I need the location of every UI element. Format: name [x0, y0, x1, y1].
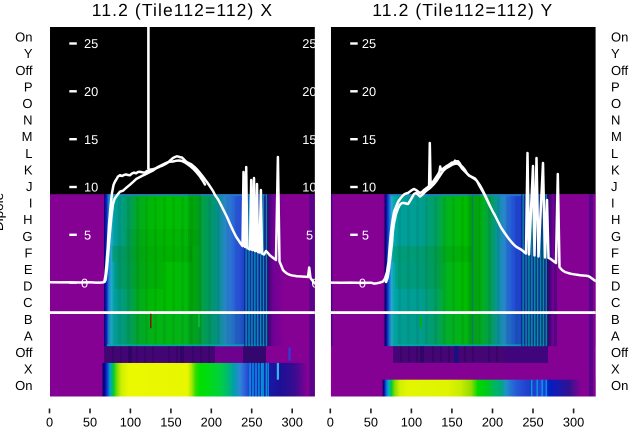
svg-text:C: C: [611, 295, 620, 310]
svg-text:0: 0: [81, 275, 88, 290]
svg-text:D: D: [611, 279, 620, 294]
svg-text:X: X: [24, 362, 33, 377]
svg-text:On: On: [15, 378, 32, 393]
svg-text:300: 300: [563, 415, 584, 430]
svg-text:200: 200: [201, 415, 222, 430]
svg-text:10: 10: [362, 180, 376, 195]
svg-text:5: 5: [84, 227, 91, 242]
svg-text:G: G: [611, 229, 621, 244]
svg-text:0: 0: [359, 275, 366, 290]
svg-text:10: 10: [302, 180, 316, 195]
svg-text:On: On: [611, 378, 628, 393]
svg-text:I: I: [611, 196, 615, 211]
svg-text:Off: Off: [611, 63, 628, 78]
svg-text:N: N: [23, 113, 32, 128]
svg-text:F: F: [611, 245, 619, 260]
svg-text:On: On: [15, 30, 32, 45]
svg-text:0: 0: [327, 415, 334, 430]
svg-text:15: 15: [302, 132, 316, 147]
svg-text:200: 200: [482, 415, 503, 430]
svg-text:Y: Y: [611, 46, 620, 61]
svg-text:D: D: [23, 279, 32, 294]
svg-text:0: 0: [312, 275, 319, 290]
svg-text:Off: Off: [15, 63, 32, 78]
svg-text:On: On: [611, 30, 628, 45]
svg-text:11.2 (Tile112=112) Y: 11.2 (Tile112=112) Y: [372, 0, 553, 20]
svg-text:P: P: [611, 79, 620, 94]
svg-text:K: K: [611, 162, 620, 177]
svg-text:15: 15: [84, 132, 98, 147]
svg-text:M: M: [22, 129, 33, 144]
svg-text:Y: Y: [24, 46, 33, 61]
svg-text:J: J: [611, 179, 618, 194]
svg-text:C: C: [23, 295, 32, 310]
svg-text:L: L: [25, 146, 32, 161]
svg-text:150: 150: [441, 415, 462, 430]
svg-text:100: 100: [120, 415, 141, 430]
svg-text:K: K: [24, 162, 33, 177]
svg-text:Off: Off: [611, 345, 628, 360]
svg-text:10: 10: [84, 180, 98, 195]
svg-text:E: E: [24, 262, 33, 277]
svg-text:G: G: [22, 229, 32, 244]
svg-text:O: O: [611, 96, 621, 111]
svg-text:50: 50: [364, 415, 378, 430]
svg-text:25: 25: [302, 36, 316, 51]
svg-text:50: 50: [83, 415, 97, 430]
svg-text:15: 15: [362, 132, 376, 147]
svg-text:H: H: [611, 212, 620, 227]
svg-text:25: 25: [84, 36, 98, 51]
svg-text:250: 250: [522, 415, 543, 430]
svg-text:300: 300: [282, 415, 303, 430]
svg-text:5: 5: [362, 227, 369, 242]
svg-text:A: A: [611, 328, 620, 343]
svg-text:F: F: [25, 245, 33, 260]
svg-text:B: B: [24, 312, 33, 327]
svg-text:I: I: [29, 196, 33, 211]
svg-text:L: L: [611, 146, 618, 161]
svg-text:N: N: [611, 113, 620, 128]
svg-text:O: O: [22, 96, 32, 111]
svg-text:H: H: [23, 212, 32, 227]
svg-text:B: B: [611, 312, 620, 327]
svg-text:Dipole: Dipole: [0, 193, 6, 231]
svg-text:J: J: [26, 179, 33, 194]
svg-text:M: M: [611, 129, 622, 144]
svg-text:20: 20: [84, 84, 98, 99]
svg-text:E: E: [611, 262, 620, 277]
svg-text:250: 250: [241, 415, 262, 430]
svg-text:0: 0: [46, 415, 53, 430]
svg-text:5: 5: [306, 227, 313, 242]
svg-text:11.2 (Tile112=112) X: 11.2 (Tile112=112) X: [92, 0, 273, 20]
svg-text:20: 20: [302, 84, 316, 99]
svg-text:150: 150: [160, 415, 181, 430]
svg-text:25: 25: [362, 36, 376, 51]
svg-text:X: X: [611, 362, 620, 377]
svg-text:P: P: [24, 79, 33, 94]
svg-text:20: 20: [362, 84, 376, 99]
svg-text:A: A: [24, 328, 33, 343]
svg-text:Off: Off: [15, 345, 32, 360]
svg-text:100: 100: [401, 415, 422, 430]
